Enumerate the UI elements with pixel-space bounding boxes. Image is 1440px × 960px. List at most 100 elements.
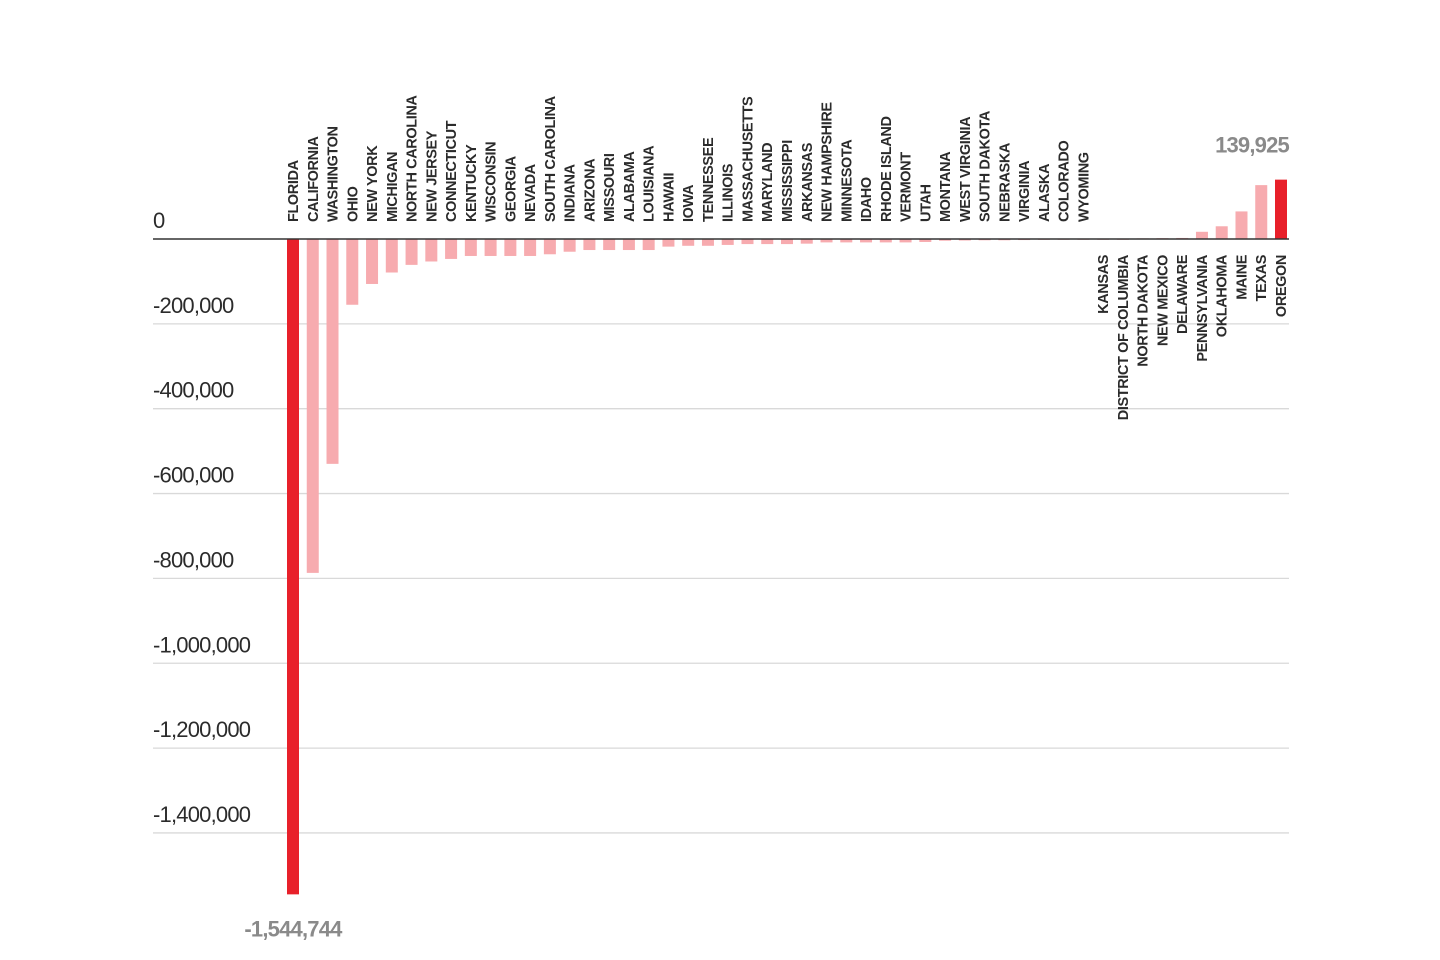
category-label: MISSOURI	[602, 153, 618, 222]
bar-wisconsin	[484, 239, 497, 256]
bar-vermont	[899, 239, 912, 243]
bar-ohio	[346, 239, 359, 305]
bar-indiana	[563, 239, 576, 252]
bar-rhode-island	[879, 239, 892, 243]
y-tick-label: 0	[153, 208, 165, 233]
bar-washington	[326, 239, 339, 464]
category-label: ILLINOIS	[721, 163, 737, 222]
bar-connecticut	[445, 239, 458, 259]
bar-alabama	[622, 239, 635, 251]
bars	[287, 179, 1287, 895]
bar-oregon	[1275, 179, 1287, 239]
category-label: PENNSYLVANIA	[1195, 254, 1211, 362]
category-label: ALABAMA	[622, 151, 638, 222]
y-tick-label: -1,400,000	[153, 802, 251, 827]
category-label: OKLAHOMA	[1215, 254, 1231, 337]
category-label: TEXAS	[1254, 254, 1270, 301]
category-label: UTAH	[918, 184, 934, 222]
y-tick-label: -600,000	[153, 463, 234, 488]
bar-iowa	[682, 239, 695, 246]
category-label: COLORADO	[1057, 140, 1073, 222]
bar-montana	[939, 239, 952, 241]
bar-georgia	[504, 239, 517, 256]
bar-missouri	[603, 239, 616, 251]
bar-texas	[1255, 185, 1268, 239]
bar-hawaii	[662, 239, 675, 247]
bar-nevada	[524, 239, 537, 256]
category-label: NORTH CAROLINA	[405, 95, 421, 222]
value-annotation: 139,925	[1215, 133, 1289, 158]
category-label: MISSISSIPPI	[780, 140, 796, 222]
category-label: SOUTH DAKOTA	[978, 110, 994, 222]
category-label: CONNECTICUT	[444, 120, 460, 222]
category-label: INDIANA	[563, 163, 579, 222]
y-tick-label: -800,000	[153, 547, 234, 572]
bar-massachusetts	[741, 239, 754, 245]
category-labels: FLORIDA CALIFORNIA WASHINGTON OHIO NEW YORK M…	[286, 95, 1290, 421]
category-label: MICHIGAN	[385, 152, 401, 222]
category-label: OREGON	[1274, 255, 1290, 317]
bar-arkansas	[800, 239, 813, 244]
category-label: KENTUCKY	[464, 144, 480, 222]
bar-kentucky	[464, 239, 477, 256]
bar-michigan	[385, 239, 398, 273]
category-label: DISTRICT OF COLUMBIA	[1116, 254, 1132, 420]
category-label: CALIFORNIA	[306, 136, 322, 222]
bar-mississippi	[781, 239, 793, 245]
bar-louisiana	[642, 239, 655, 251]
category-label: MONTANA	[938, 151, 954, 222]
bar-pennsylvania	[1195, 231, 1208, 239]
bar-south-carolina	[543, 239, 556, 255]
category-label: VIRGINIA	[1017, 160, 1033, 222]
category-label: ARKANSAS	[800, 142, 816, 222]
category-label: ARIZONA	[582, 158, 598, 222]
category-label: NEW HAMPSHIRE	[820, 102, 836, 222]
category-label: WEST VIRGINIA	[958, 116, 974, 222]
y-tick-label: -1,200,000	[153, 717, 251, 742]
gridlines	[153, 323, 1289, 834]
annotations: -1,544,744 139,925	[244, 133, 1290, 942]
category-label: NEVADA	[523, 163, 539, 222]
category-label: WASHINGTON	[326, 126, 342, 222]
category-label: SOUTH CAROLINA	[543, 95, 559, 222]
bar-new-jersey	[425, 239, 438, 262]
category-label: HAWAII	[661, 172, 677, 222]
bar-oklahoma	[1215, 226, 1228, 239]
category-label: GEORGIA	[503, 155, 519, 222]
bar-north-carolina	[405, 239, 418, 265]
category-label: DELAWARE	[1175, 254, 1191, 334]
bar-maryland	[761, 239, 774, 245]
bar-florida	[287, 239, 299, 895]
category-label: MARYLAND	[760, 143, 776, 222]
y-tick-label: -1,000,000	[153, 632, 251, 657]
category-label: OHIO	[345, 186, 361, 222]
category-label: NEBRASKA	[997, 142, 1013, 222]
category-label: KANSAS	[1096, 254, 1112, 314]
category-label: RHODE ISLAND	[879, 116, 895, 222]
category-label: VERMONT	[899, 152, 915, 222]
category-label: MASSACHUSETTS	[740, 96, 756, 222]
bar-california	[306, 239, 319, 573]
bar-new-hampshire	[820, 239, 833, 243]
category-label: MINNESOTA	[839, 139, 855, 222]
category-label: IOWA	[681, 184, 697, 222]
y-tick-label: -400,000	[153, 378, 234, 403]
y-tick-labels: 0 -200,000 -400,000 -600,000 -800,000 -1,000,…	[153, 208, 252, 827]
value-annotation: -1,544,744	[244, 916, 343, 941]
category-label: NEW MEXICO	[1155, 255, 1171, 346]
bar-new-york	[366, 239, 379, 284]
bar-illinois	[721, 239, 734, 245]
category-label: NORTH DAKOTA	[1136, 254, 1152, 367]
y-tick-label: -200,000	[153, 293, 234, 318]
category-label: MAINE	[1234, 254, 1250, 299]
bar-minnesota	[840, 239, 853, 243]
category-label: IDAHO	[859, 177, 875, 222]
bar-idaho	[860, 239, 873, 243]
category-label: TENNESSEE	[701, 137, 717, 222]
category-label: ALASKA	[1037, 163, 1053, 222]
category-label: NEW JERSEY	[424, 130, 440, 222]
bar-arizona	[583, 239, 596, 251]
bar-tennessee	[701, 239, 714, 246]
category-label: WISCONSIN	[484, 142, 500, 222]
